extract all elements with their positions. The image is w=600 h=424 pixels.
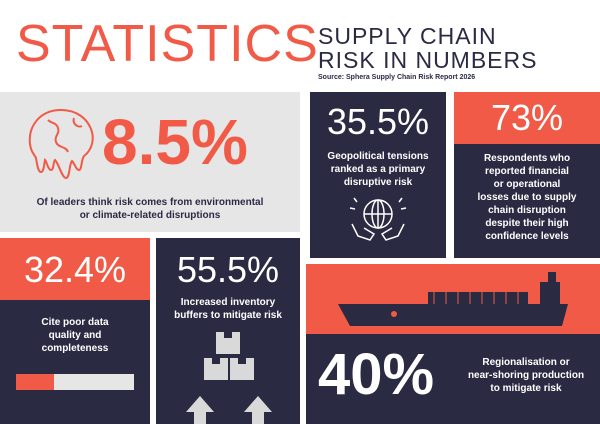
data-quality-description: Cite poor data quality and completeness <box>0 316 150 355</box>
environmental-description: Of leaders think risk comes from environ… <box>0 196 300 222</box>
financial-text-5: chain disruption <box>488 205 566 216</box>
financial-text-3: or operational <box>493 179 561 190</box>
subtitle-line-2: RISK IN NUMBERS <box>318 47 538 73</box>
panel-data-quality-body: Cite poor data quality and completeness <box>0 300 150 424</box>
panel-geopolitical: 35.5% Geopolitical tensions ranked as a … <box>310 92 446 258</box>
environmental-text-2: or climate-related disruptions <box>79 210 221 221</box>
page-subtitle: SUPPLY CHAIN RISK IN NUMBERS <box>318 24 537 72</box>
regionalisation-description: Regionalisation or near-shoring producti… <box>456 356 596 395</box>
financial-text-7: confidence levels <box>485 231 569 242</box>
geopolitical-description: Geopolitical tensions ranked as a primar… <box>310 150 446 189</box>
environmental-value: 8.5% <box>102 106 248 178</box>
data-quality-progress-track <box>16 374 134 390</box>
financial-text-2: reported financial <box>485 166 569 177</box>
page-number: 16 <box>16 410 23 416</box>
geopolitical-text-1: Geopolitical tensions <box>327 151 429 162</box>
panel-inventory: 55.5% Increased inventory buffers to mit… <box>156 238 300 424</box>
panel-financial-body: Respondents who reported financial or op… <box>454 144 600 258</box>
inventory-value: 55.5% <box>176 249 280 290</box>
financial-description: Respondents who reported financial or op… <box>454 152 600 243</box>
environmental-text-1: Of leaders think risk comes from environ… <box>36 197 264 208</box>
regionalisation-text-2: near-shoring production <box>467 370 585 381</box>
source-note: Source: Sphera Supply Chain Risk Report … <box>318 74 476 81</box>
inventory-description: Increased inventory buffers to mitigate … <box>156 296 300 322</box>
inventory-text-1: Increased inventory <box>180 297 276 308</box>
data-quality-text-1: Cite poor data <box>41 317 109 328</box>
financial-text-1: Respondents who <box>483 153 571 164</box>
financial-text-6: despite their high <box>485 218 569 229</box>
data-quality-progress-fill <box>16 374 55 390</box>
geopolitical-text-2: ranked as a primary <box>330 164 426 175</box>
data-quality-text-2: quality and <box>48 330 102 341</box>
panel-environmental: 8.5% Of leaders think risk comes from en… <box>0 92 300 232</box>
regionalisation-text-1: Regionalisation or <box>482 357 570 368</box>
geopolitical-text-3: disruptive risk <box>343 177 413 188</box>
panel-financial-header: 73% <box>454 92 600 144</box>
issue-date: March 2026 <box>34 410 66 416</box>
regionalisation-value: 40% <box>318 342 435 407</box>
inventory-text-2: buffers to mitigate risk <box>174 310 282 321</box>
globe-in-hands-icon <box>349 197 407 241</box>
panel-regionalisation-header <box>306 264 600 334</box>
geopolitical-value: 35.5% <box>326 101 430 142</box>
panel-data-quality-header: 32.4% <box>0 238 150 300</box>
cargo-ship-icon <box>338 272 568 326</box>
data-quality-text-3: completeness <box>41 343 109 354</box>
subtitle-line-1: SUPPLY CHAIN <box>318 23 497 49</box>
data-quality-value: 32.4% <box>23 249 127 290</box>
stacked-boxes-icon <box>186 332 272 424</box>
financial-text-4: losses due to supply <box>477 192 577 203</box>
panel-regionalisation-body: 40% Regionalisation or near-shoring prod… <box>306 334 600 424</box>
melting-globe-icon <box>28 108 94 180</box>
regionalisation-text-3: to mitigate risk <box>490 383 562 394</box>
financial-value: 73% <box>490 97 564 138</box>
page-title: STATISTICS <box>16 15 319 73</box>
